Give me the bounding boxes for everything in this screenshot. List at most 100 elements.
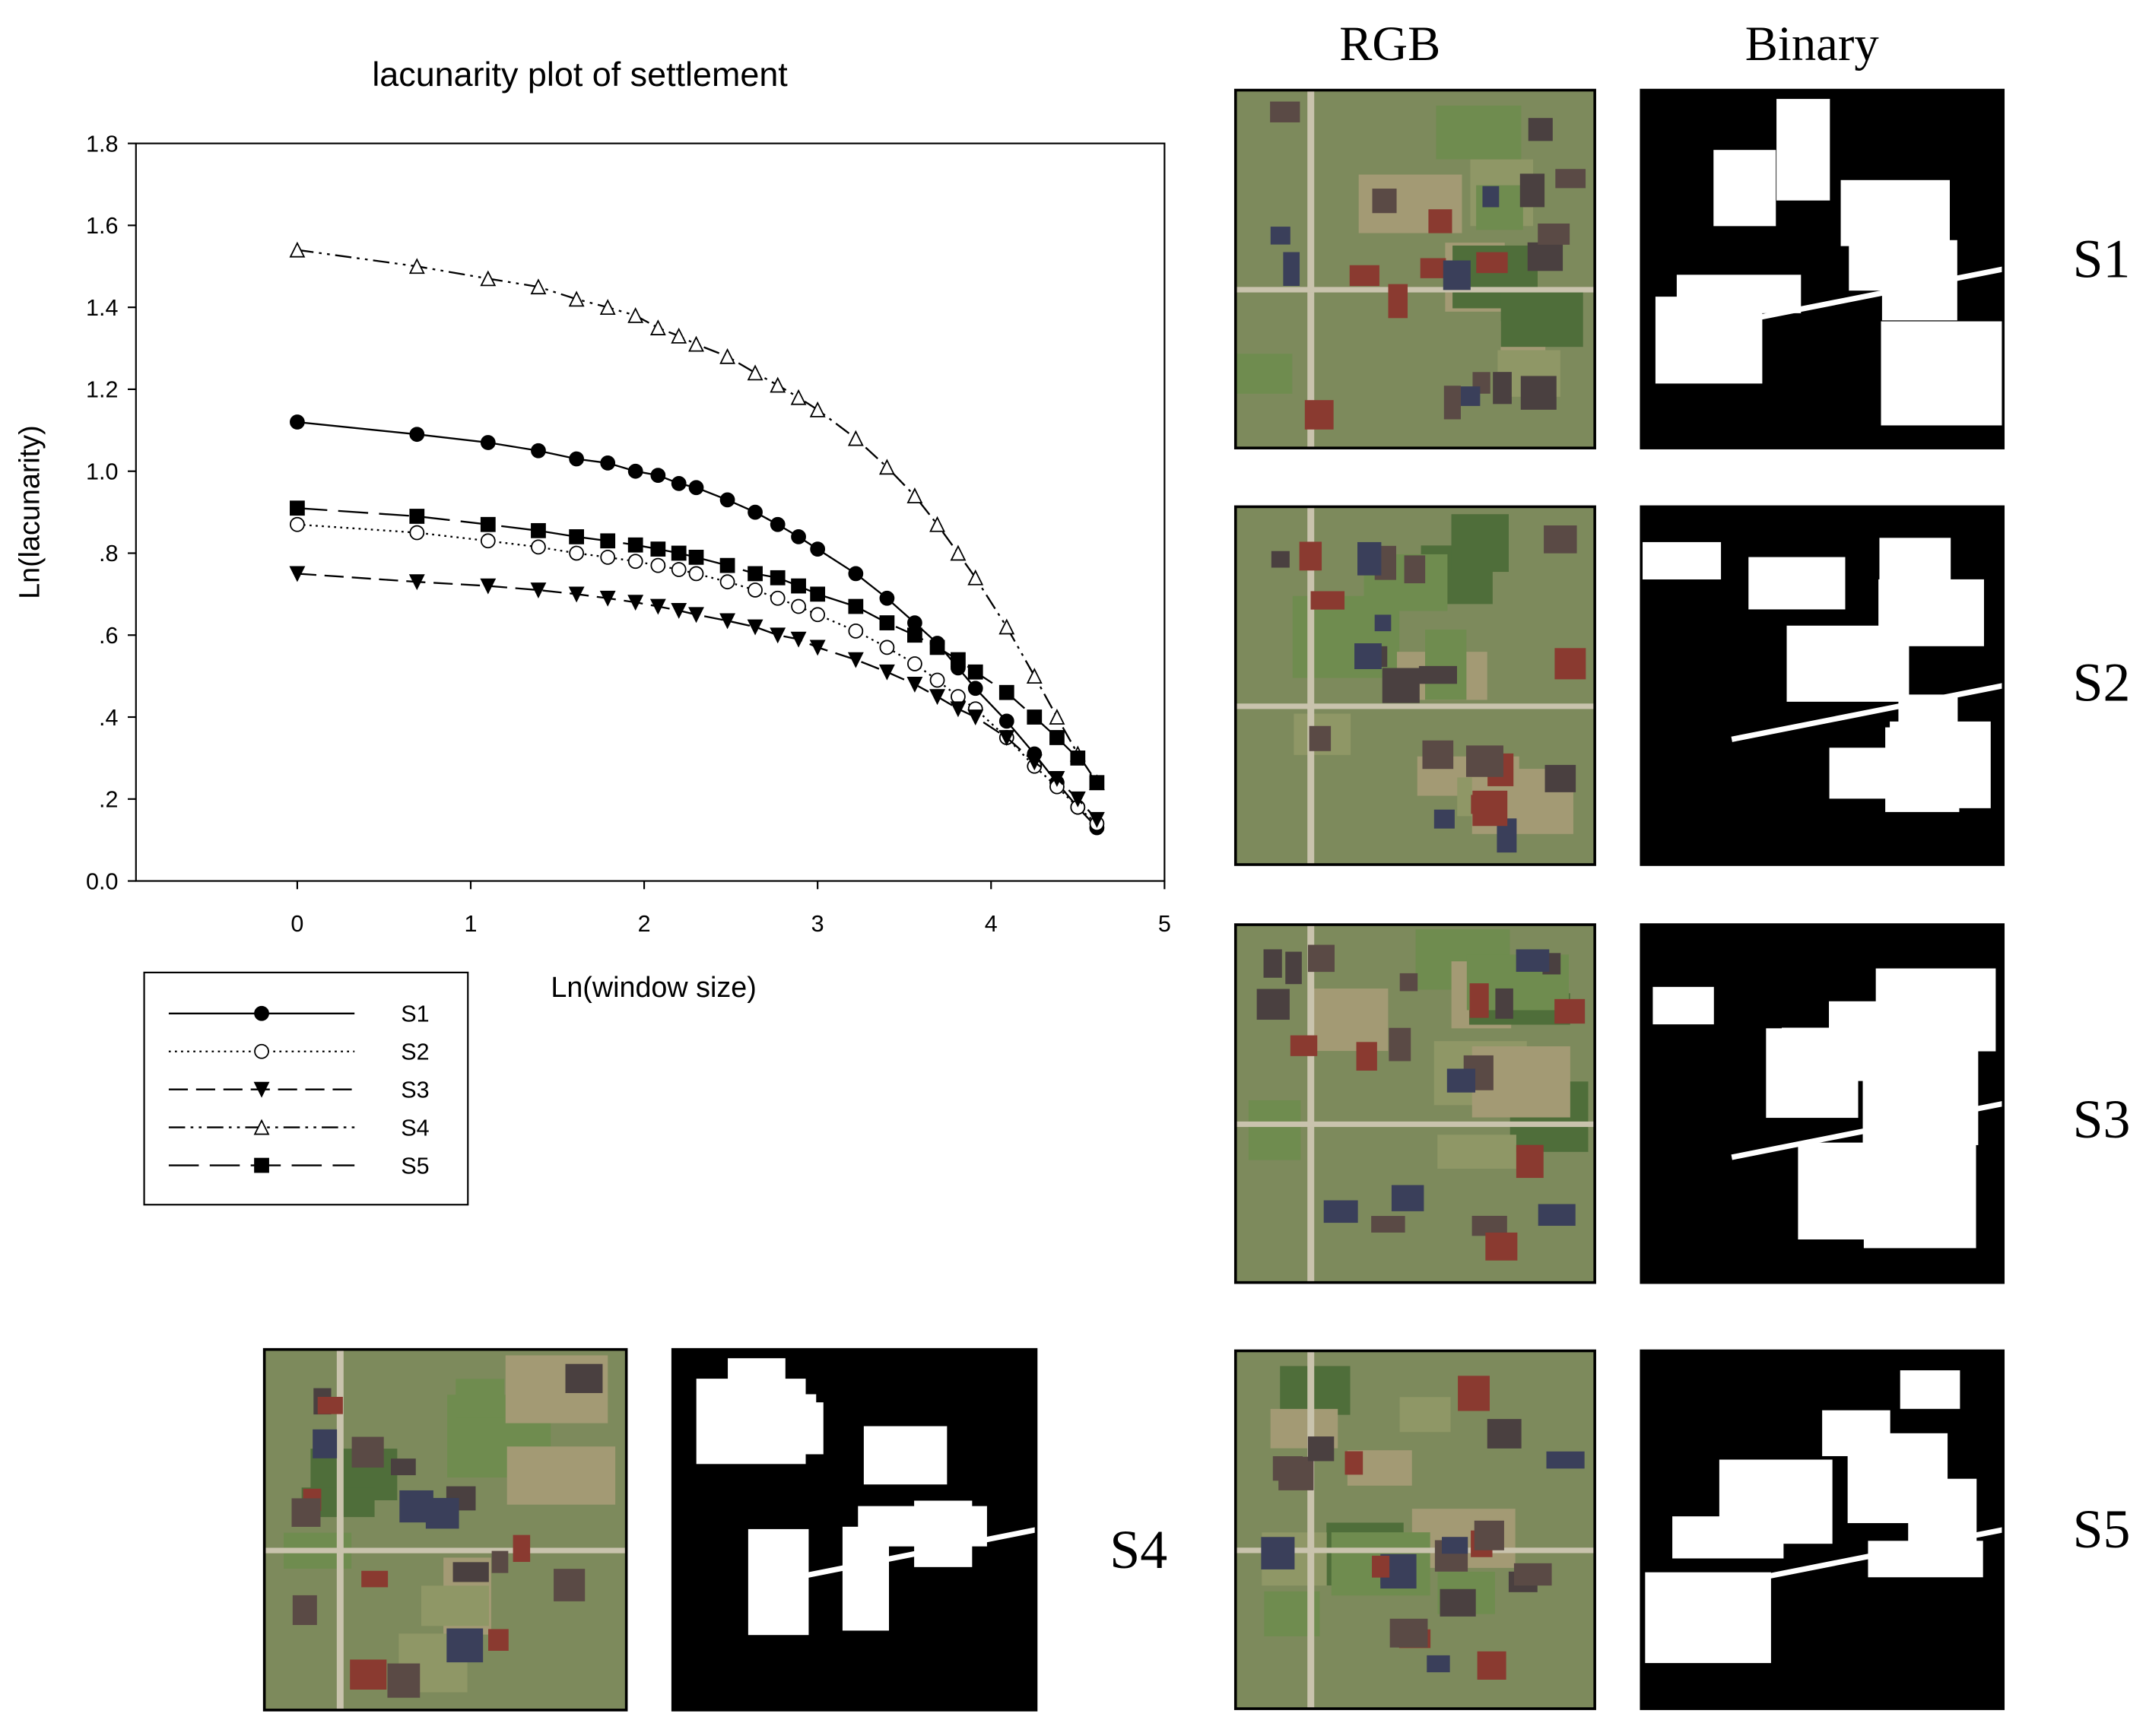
point bbox=[650, 557, 666, 573]
point bbox=[998, 618, 1015, 635]
building bbox=[1344, 1451, 1363, 1475]
binary-image bbox=[1640, 88, 2014, 449]
y-axis-label: Ln(lacunarity) bbox=[13, 425, 45, 599]
point bbox=[289, 566, 306, 582]
point bbox=[568, 290, 585, 307]
point bbox=[748, 566, 763, 582]
point bbox=[599, 299, 616, 316]
point bbox=[568, 586, 585, 603]
y-tick-label: .6 bbox=[99, 623, 118, 649]
plot-frame bbox=[135, 142, 1166, 882]
building bbox=[1476, 252, 1508, 274]
building bbox=[565, 1363, 603, 1394]
field bbox=[1451, 514, 1510, 573]
road-mask bbox=[1731, 1527, 2004, 1586]
point bbox=[688, 480, 704, 496]
point bbox=[790, 389, 807, 405]
building bbox=[1458, 1376, 1490, 1411]
point bbox=[290, 500, 305, 516]
building bbox=[350, 1659, 387, 1690]
point bbox=[1026, 668, 1043, 684]
panel-label: S2 bbox=[2073, 652, 2131, 712]
point bbox=[790, 631, 807, 648]
building bbox=[1520, 376, 1557, 410]
point bbox=[1069, 791, 1086, 808]
binary-image bbox=[1640, 1349, 2005, 1710]
building bbox=[1422, 740, 1454, 770]
settlement-patch bbox=[1652, 986, 1714, 1025]
building bbox=[1516, 949, 1550, 973]
point bbox=[848, 598, 864, 614]
legend-box bbox=[143, 971, 469, 1206]
point bbox=[531, 539, 546, 555]
image-border bbox=[1233, 88, 1596, 449]
image-border bbox=[1233, 923, 1596, 1284]
point bbox=[770, 376, 786, 393]
y-tick-label: .2 bbox=[99, 787, 118, 813]
point bbox=[688, 335, 704, 352]
y-tick-label: 1.0 bbox=[86, 459, 118, 484]
building bbox=[1404, 555, 1426, 584]
point bbox=[967, 681, 983, 697]
binary-image bbox=[1640, 505, 2005, 866]
building bbox=[391, 1458, 416, 1476]
point bbox=[847, 652, 864, 668]
building bbox=[1544, 764, 1576, 792]
settlement-patch bbox=[1876, 1143, 1939, 1220]
point bbox=[748, 582, 763, 598]
building bbox=[1357, 541, 1382, 576]
point bbox=[848, 623, 864, 639]
building bbox=[1513, 1563, 1552, 1586]
building bbox=[1538, 1204, 1576, 1227]
building bbox=[1349, 265, 1379, 287]
point bbox=[967, 664, 983, 680]
building bbox=[1372, 1555, 1390, 1578]
point bbox=[254, 1157, 269, 1173]
satellite-image bbox=[1233, 88, 1596, 449]
point bbox=[809, 401, 826, 417]
building bbox=[1528, 118, 1553, 141]
point bbox=[809, 639, 826, 656]
point bbox=[906, 677, 923, 693]
point bbox=[600, 533, 616, 549]
road bbox=[1307, 506, 1315, 865]
panel-label: S5 bbox=[2073, 1499, 2131, 1560]
settlement-patch bbox=[1900, 1370, 1960, 1409]
point bbox=[408, 258, 425, 275]
road bbox=[1235, 287, 1595, 293]
settlement-patch bbox=[1713, 150, 1776, 227]
building bbox=[1538, 223, 1570, 245]
building bbox=[1485, 1232, 1518, 1261]
point bbox=[1070, 751, 1086, 766]
settlement-patch bbox=[1641, 541, 1722, 580]
point bbox=[480, 578, 497, 595]
point bbox=[627, 306, 644, 323]
building bbox=[452, 1562, 489, 1582]
point bbox=[290, 516, 305, 532]
column-label: Binary bbox=[1745, 16, 1880, 71]
point bbox=[951, 652, 966, 668]
point bbox=[531, 443, 546, 459]
point bbox=[770, 590, 786, 606]
legend-label: S3 bbox=[401, 1077, 429, 1103]
building bbox=[1440, 1588, 1476, 1617]
building bbox=[1443, 260, 1471, 290]
building bbox=[1427, 1655, 1450, 1673]
settlement-patch bbox=[1776, 99, 1830, 201]
building bbox=[1261, 1537, 1295, 1569]
building bbox=[488, 1629, 509, 1651]
point bbox=[480, 435, 496, 450]
legend-label: S2 bbox=[401, 1039, 429, 1065]
x-tick-label: 4 bbox=[985, 911, 998, 937]
point bbox=[627, 463, 643, 479]
point bbox=[719, 492, 735, 508]
settlement-patch bbox=[1719, 1459, 1833, 1544]
point bbox=[627, 595, 644, 611]
satellite-image bbox=[1233, 505, 1596, 866]
settlement-patch bbox=[1782, 1027, 1871, 1081]
road bbox=[1307, 90, 1315, 449]
point bbox=[253, 1119, 270, 1135]
building bbox=[1433, 809, 1455, 829]
building bbox=[1271, 551, 1290, 568]
